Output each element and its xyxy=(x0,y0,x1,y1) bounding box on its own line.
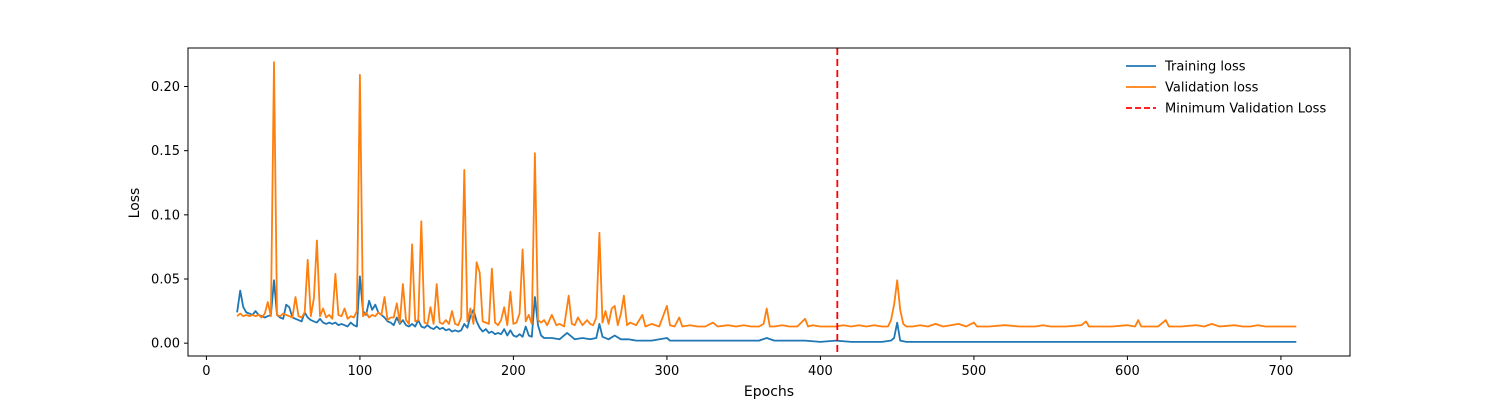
plot-area-frame xyxy=(187,47,1351,357)
x-tick-label: 500 xyxy=(962,364,987,379)
x-axis-ticks: 0 100 200 300 400 500 600 700 xyxy=(202,356,1293,379)
y-tick-label: 0.10 xyxy=(151,208,180,223)
x-tick-label: 300 xyxy=(655,364,680,379)
x-tick-label: 400 xyxy=(808,364,833,379)
y-tick-label: 0.05 xyxy=(151,273,180,288)
plot-series-layer xyxy=(236,61,1297,343)
x-tick-label: 200 xyxy=(501,364,526,379)
x-tick-label: 100 xyxy=(348,364,373,379)
series-line-training-loss xyxy=(236,275,1297,343)
legend-label: Validation loss xyxy=(1165,81,1259,96)
y-tick-label: 0.00 xyxy=(151,337,180,352)
x-axis-label: Epochs xyxy=(744,384,794,400)
x-tick-label: 600 xyxy=(1115,364,1140,379)
x-tick-label: 0 xyxy=(202,364,210,379)
legend: Training loss Validation loss Minimum Vali… xyxy=(1126,60,1326,117)
series-line-validation-loss xyxy=(236,61,1297,328)
y-tick-label: 0.20 xyxy=(151,80,180,95)
legend-label: Training loss xyxy=(1164,60,1246,75)
x-tick-label: 700 xyxy=(1269,364,1294,379)
y-axis-label: Loss xyxy=(127,188,143,219)
y-axis-ticks: 0.00 0.05 0.10 0.15 0.20 xyxy=(151,80,188,352)
legend-label: Minimum Validation Loss xyxy=(1165,102,1326,117)
y-tick-label: 0.15 xyxy=(151,144,180,159)
